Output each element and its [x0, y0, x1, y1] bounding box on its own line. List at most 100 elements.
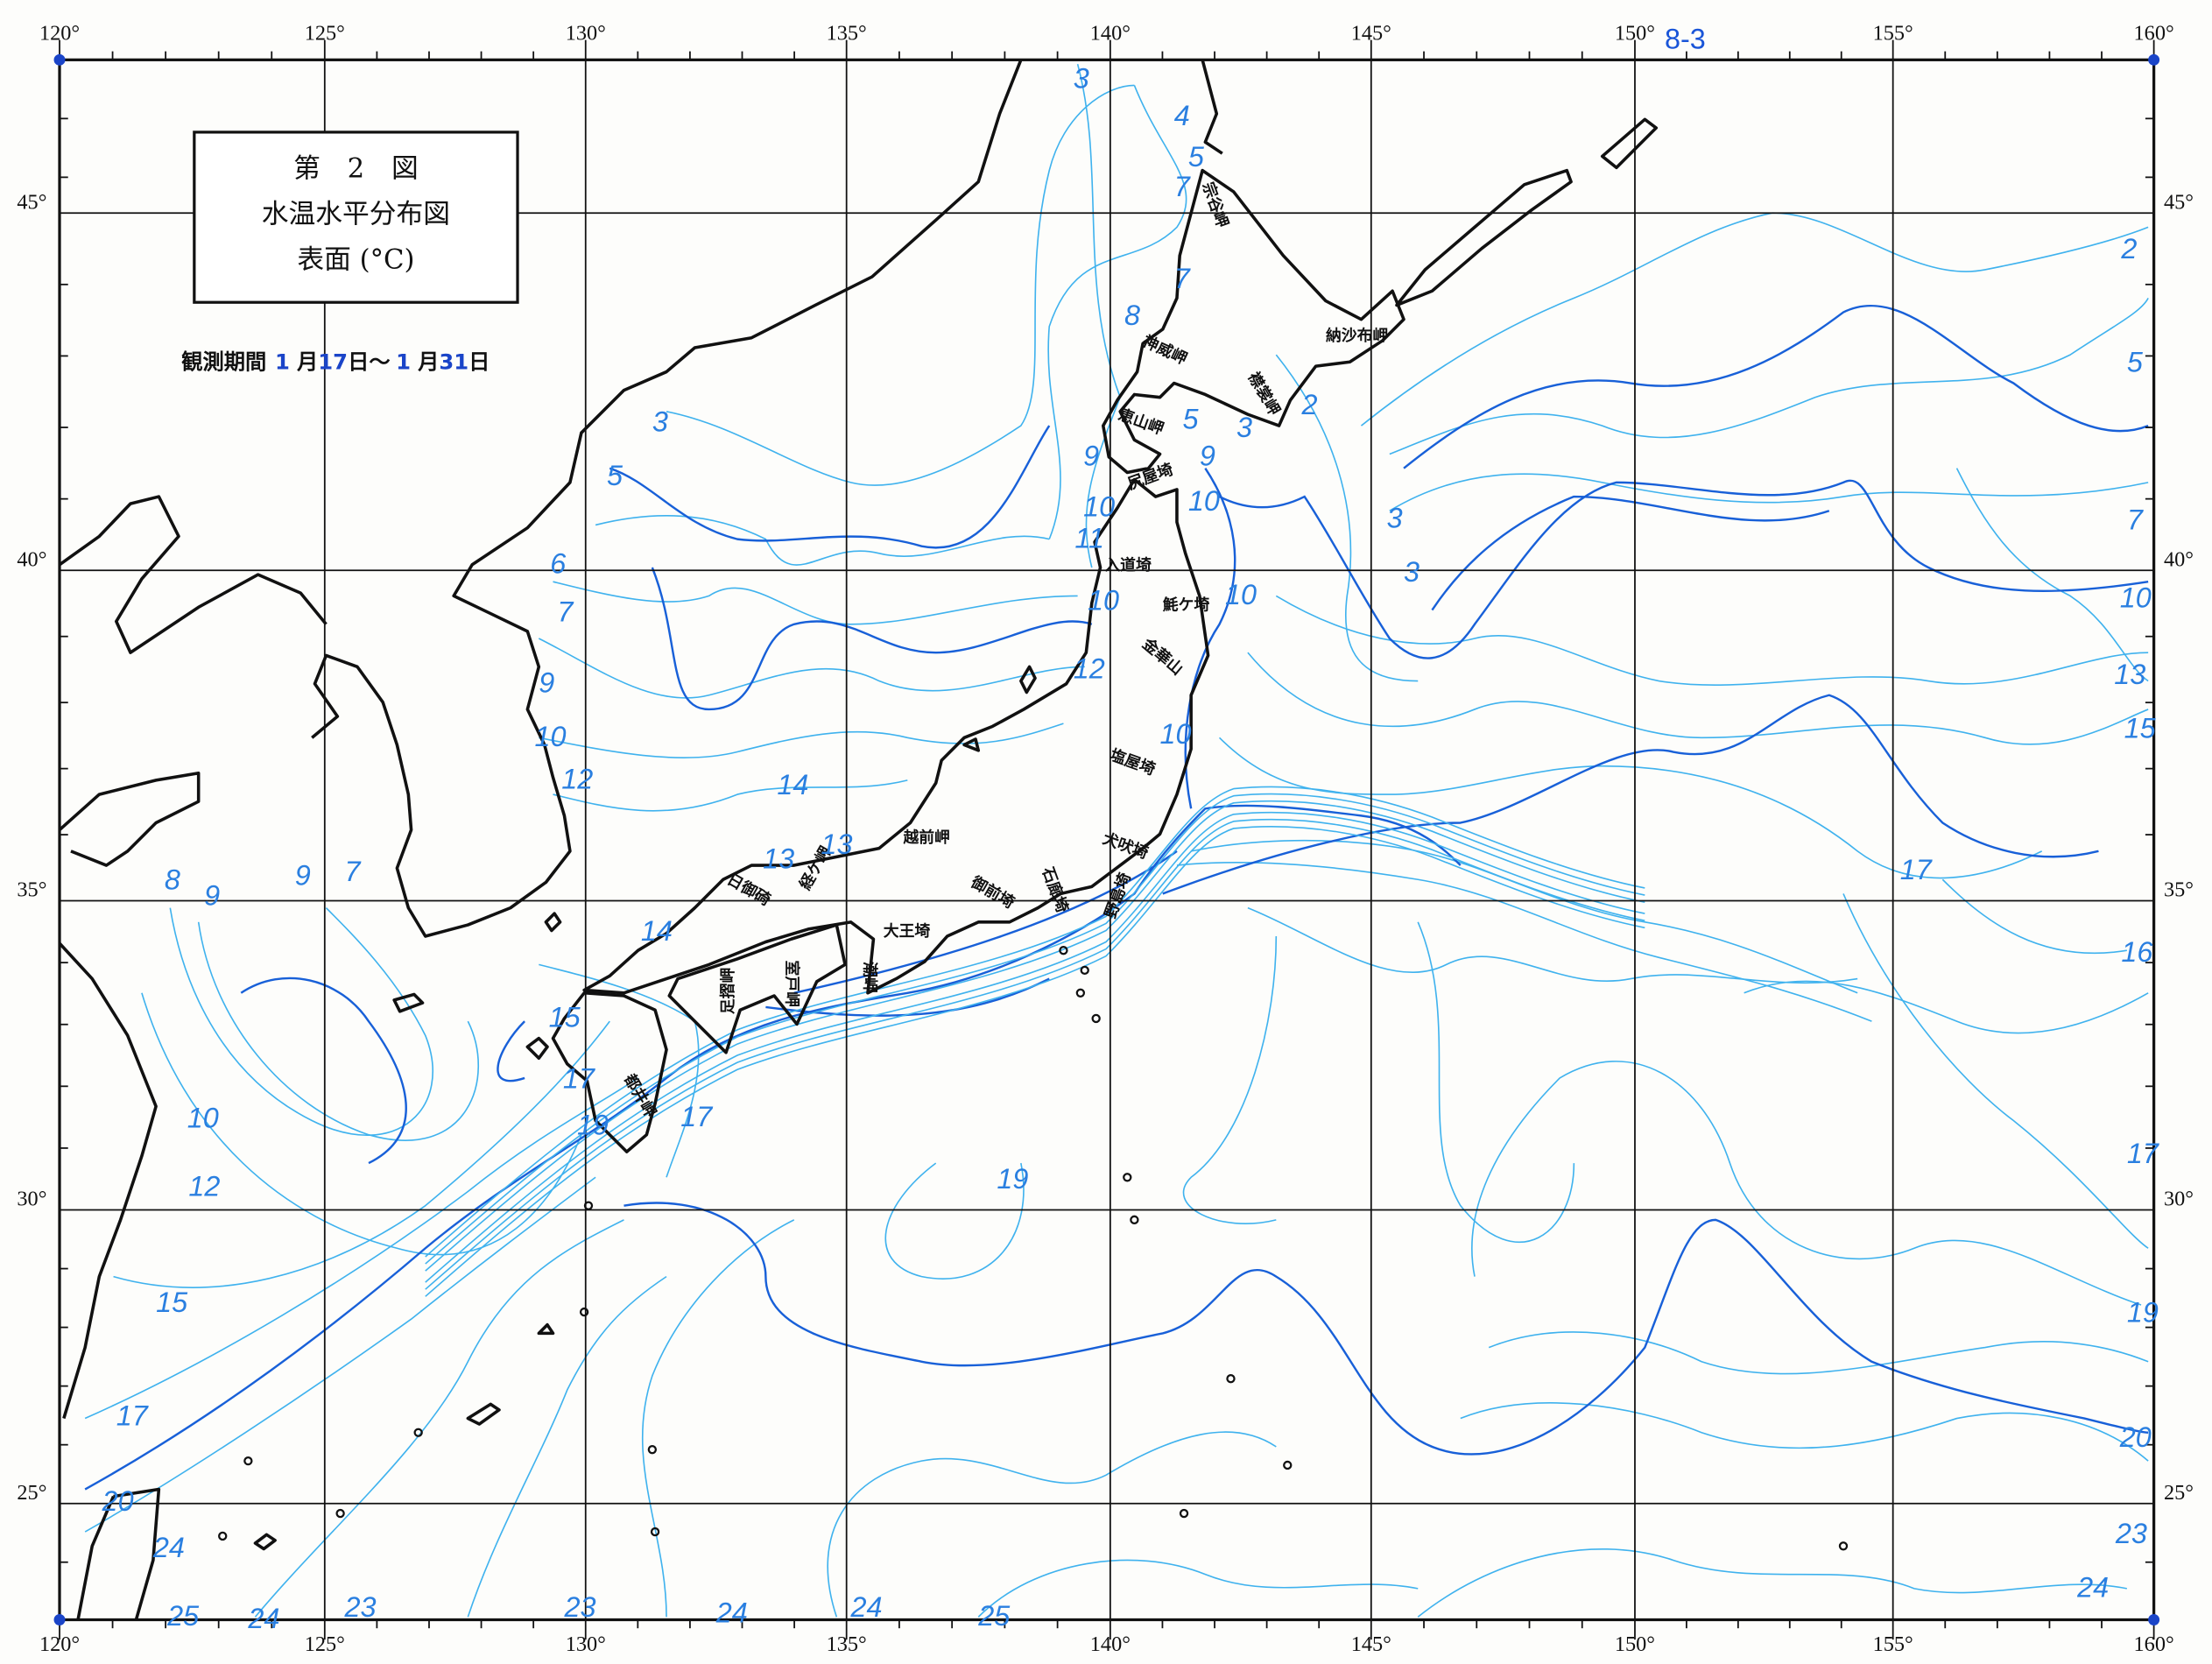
isotherm-value-label: 5 — [1182, 403, 1199, 434]
isotherm-line — [884, 1162, 1025, 1280]
isotherm-value-label: 14 — [777, 769, 808, 800]
islet — [413, 1428, 423, 1437]
graticule — [60, 60, 2154, 1620]
isotherm-value-label: 15 — [156, 1287, 188, 1318]
coast-shandong — [58, 772, 201, 867]
isotherm-value-label: 3 — [1404, 556, 1419, 588]
isotherm-line-major — [1162, 694, 2099, 895]
corner-markers — [53, 53, 2160, 1625]
longitude-label: 140° — [1090, 1632, 1131, 1656]
start-month: 1 — [275, 349, 290, 374]
isotherm-value-label: 24 — [152, 1532, 185, 1563]
isotherm-line-major — [240, 977, 407, 1165]
place-name: 神威岬 — [1139, 331, 1190, 369]
isotherm-value-label: 5 — [1188, 141, 1205, 173]
islet — [650, 1527, 660, 1537]
isotherm-value-label: 10 — [534, 721, 566, 752]
place-name: 室戸岬 — [783, 961, 802, 1007]
isotherm-value-label: 10 — [187, 1103, 219, 1134]
isotherm-line — [425, 793, 1645, 1265]
longitude-label: 140° — [1090, 22, 1131, 46]
isotherm-line — [827, 1431, 1277, 1618]
coast-shikoku — [667, 923, 847, 1054]
isotherm-value-label: 15 — [2124, 712, 2157, 744]
isotherm-line — [553, 779, 908, 812]
longitude-label: 155° — [1873, 1632, 1913, 1656]
islet — [1123, 1173, 1132, 1182]
isotherm-value-label: 19 — [2127, 1296, 2159, 1328]
isotherm-value-label: 7 — [557, 596, 574, 628]
coast-kurils — [1395, 117, 1659, 307]
isotherm-value-label: 19 — [577, 1110, 609, 1141]
isotherm-value-label: 8 — [1124, 300, 1140, 331]
isotherm-value-label: 17 — [680, 1101, 713, 1132]
isotherm-value-label: 4 — [1174, 100, 1190, 131]
isotherm-line-major — [84, 804, 1462, 1491]
isotherm-value-label: 3 — [1387, 503, 1403, 534]
place-name: 納沙布岬 — [1326, 326, 1388, 345]
corner-dot — [53, 53, 66, 66]
isotherm-line — [553, 581, 1078, 625]
isotherm-value-label: 9 — [204, 879, 220, 911]
map-title: 水温水平分布図 — [262, 199, 450, 230]
islet — [1080, 965, 1089, 976]
place-names: 宗谷岬神威岬襟裳岬納沙布岬恵山岬尻屋埼入道埼魹ケ埼金華山塩屋埼犬吠埼野島埼石廊埼… — [620, 180, 1389, 1121]
longitude-label: 130° — [566, 22, 606, 46]
latitude-label: 40° — [17, 547, 46, 571]
figure-number: 第 2 図 — [293, 153, 419, 185]
isotherm-layer — [84, 63, 2149, 1618]
isotherm-value-label: 23 — [563, 1591, 595, 1623]
place-name: 入道埼 — [1104, 555, 1152, 575]
isotherm-value-label: 2 — [2120, 233, 2137, 264]
isotherm-value-label: 10 — [1225, 579, 1257, 610]
end-month: 1 — [396, 349, 411, 374]
islet — [335, 1508, 345, 1519]
isotherm-value-label: 13 — [763, 843, 794, 874]
islet — [1091, 1013, 1101, 1024]
map-subtitle: 表面 (°C) — [297, 243, 414, 275]
longitude-label: 125° — [305, 22, 345, 46]
isotherm-value-label: 12 — [1074, 652, 1105, 684]
isotherm-value-label: 7 — [1174, 171, 1191, 202]
isotherm-line — [666, 84, 1135, 486]
isotherm-line — [977, 1559, 1419, 1618]
latitude-label: 45° — [17, 190, 46, 214]
place-name: 潮岬 — [861, 962, 879, 993]
place-name: 越前岬 — [902, 828, 949, 847]
isotherm-line-major — [765, 977, 1050, 1017]
isotherm-value-label: 12 — [188, 1170, 220, 1202]
longitude-label: 150° — [1615, 22, 1655, 46]
month-char: 月 — [296, 349, 318, 374]
isotherm-line-major — [1403, 305, 2149, 469]
coast-asia-mainland — [311, 59, 1023, 938]
isotherm-value-label: 9 — [1200, 440, 1215, 471]
corner-dot — [2148, 1614, 2160, 1625]
corner-dot — [2148, 53, 2160, 66]
isotherm-line — [1417, 1548, 2128, 1618]
islet — [647, 1444, 658, 1455]
latitude-label: 35° — [2164, 878, 2194, 902]
day-char: 日 — [468, 349, 490, 374]
isotherm-value-label: 6 — [550, 547, 566, 579]
place-name: 魹ケ埼 — [1163, 596, 1210, 615]
isotherm-line — [141, 992, 582, 1256]
isotherm-value-label: 17 — [563, 1062, 595, 1094]
isotherm-line — [1389, 473, 2149, 511]
place-name: 石廊埼 — [1038, 864, 1072, 915]
latitude-label: 30° — [2164, 1188, 2194, 1211]
isotherm-value-label: 17 — [2127, 1138, 2159, 1169]
isotherm-line — [538, 638, 1085, 699]
isotherm-line — [254, 1219, 624, 1618]
coast-hokkaido — [1101, 168, 1405, 475]
isotherm-line-major — [497, 1020, 525, 1082]
isotherm-line-major — [1431, 495, 1830, 611]
isotherm-value-label: 23 — [343, 1591, 376, 1623]
isotherm-value-label: 7 — [344, 856, 361, 887]
islet — [583, 1201, 594, 1210]
isotherm-line — [595, 515, 1050, 566]
isotherm-value-label: 9 — [295, 860, 311, 892]
coastline-layer — [58, 59, 1659, 1620]
isotherm-value-label: 24 — [715, 1597, 748, 1629]
place-name: 金華山 — [1138, 633, 1187, 679]
